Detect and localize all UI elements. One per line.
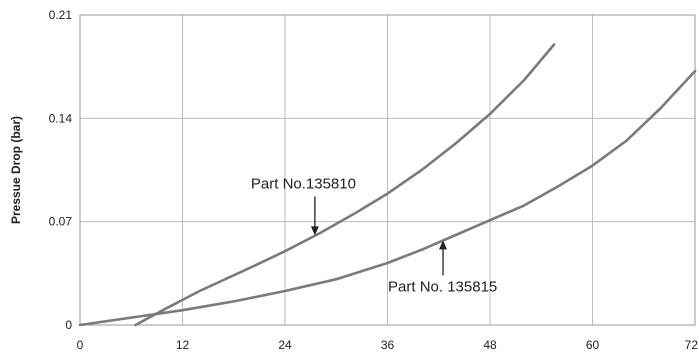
series-line-1 [78, 69, 697, 327]
annotations: Part No.135810 Part No. 135815 [251, 175, 497, 295]
x-tick-label-2: 24 [278, 338, 292, 352]
annotation-arrowhead-1 [439, 240, 448, 250]
x-tick-label-6: 72 [685, 338, 699, 352]
annotation-label-1: Part No. 135815 [388, 278, 497, 295]
series-line-0 [134, 43, 556, 327]
x-tick-label-1: 12 [176, 338, 190, 352]
x-tick-label-0: 0 [77, 338, 84, 352]
y-axis-label: Pressue Drop (bar) [9, 116, 23, 224]
annotation-label-0: Part No.135810 [251, 175, 356, 192]
y-tick-label-1: 0.07 [49, 215, 73, 229]
series-lines [78, 43, 697, 327]
plot-frame [79, 14, 696, 326]
y-tick-label-0: 0 [65, 318, 72, 332]
y-tick-labels: 0 0.07 0.14 0.21 [49, 8, 73, 332]
x-tick-label-4: 48 [483, 338, 497, 352]
y-tick-label-2: 0.14 [49, 111, 73, 125]
x-tick-labels: 0 12 24 36 48 60 72 [77, 338, 699, 352]
annotation-arrowhead-0 [310, 226, 319, 236]
x-tick-label-3: 36 [381, 338, 395, 352]
y-tick-label-3: 0.21 [49, 8, 73, 22]
x-tick-label-5: 60 [586, 338, 600, 352]
grid-lines [80, 15, 695, 325]
